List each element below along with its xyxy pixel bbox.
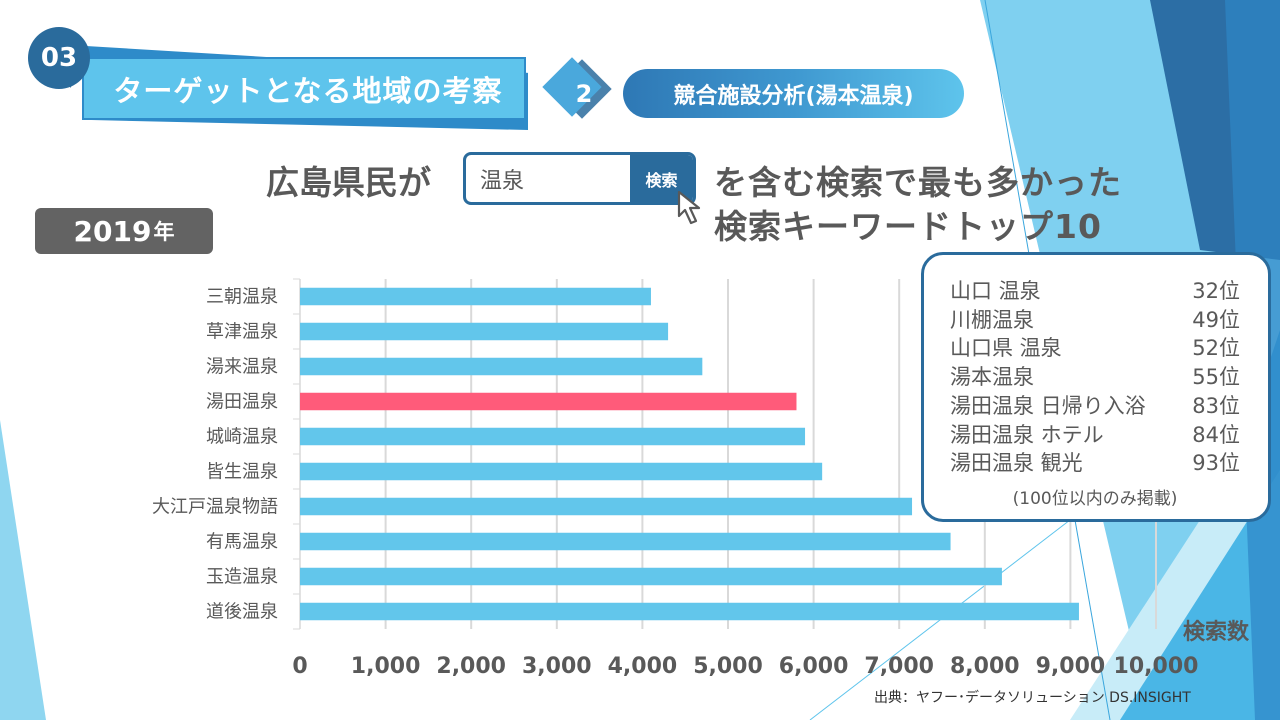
category-label: 城崎温泉 [206, 427, 278, 448]
ranking-rank: 55位 [1192, 365, 1240, 390]
bar [300, 567, 1002, 586]
x-tick-label: 10,000 [1114, 654, 1199, 679]
chart-category-labels: 三朝温泉草津温泉湯来温泉湯田温泉城崎温泉皆生温泉大江戸温泉物語有馬温泉玉造温泉道… [152, 287, 278, 623]
bar [300, 287, 651, 306]
category-label: 草津温泉 [206, 322, 278, 343]
headline-line1: を含む検索で最も多かった [714, 163, 1122, 202]
year-suffix: 年 [153, 220, 175, 244]
subsection-title: 競合施設分析(湯本温泉) [623, 69, 964, 118]
ranking-row: 山口 温泉 32位 [950, 277, 1240, 306]
x-tick-label: 3,000 [522, 654, 592, 679]
bar [300, 322, 669, 341]
category-label: 有馬温泉 [206, 532, 278, 553]
year-value: 2019 [73, 214, 152, 248]
ranking-rank: 32位 [1192, 279, 1240, 303]
x-tick-label: 5,000 [693, 654, 763, 679]
chart-tick-labels: 0 1,000 2,000 3,000 4,000 5,000 6,000 7,000 8,00… [292, 654, 1198, 679]
category-label: 三朝温泉 [206, 287, 278, 308]
cursor-arrow-icon [677, 190, 701, 225]
chart-bars [300, 287, 1079, 621]
ranking-rank: 93位 [1192, 451, 1240, 476]
deco-line [984, 0, 1031, 261]
search-box-illustration: 温泉 検索 [463, 152, 696, 205]
x-tick-label: 6,000 [779, 654, 849, 679]
ranking-keyword: 山口 温泉 [950, 279, 1041, 303]
category-label: 湯田温泉 [206, 392, 278, 413]
bar [300, 427, 806, 446]
category-label: 道後温泉 [206, 602, 278, 623]
ranking-row: 川棚温泉 49位 [950, 306, 1240, 335]
bar [300, 462, 823, 481]
ranking-keyword: 川棚温泉 [950, 307, 1034, 332]
ranking-keyword: 山口県 温泉 [950, 336, 1062, 361]
section-title: ターゲットとなる地域の考察 [113, 73, 503, 108]
left-accent-shape [0, 420, 46, 720]
bar [300, 357, 703, 376]
ranking-note: (100位以内のみ掲載) [1012, 488, 1178, 509]
year-badge: 2019 年 [35, 208, 213, 254]
source-citation: 出典：ヤフー･データソリューション DS.INSIGHT [874, 690, 1191, 706]
bar [300, 532, 951, 551]
category-label: 皆生温泉 [206, 462, 278, 483]
ranking-rank: 49位 [1192, 307, 1240, 332]
category-label: 大江戸温泉物語 [152, 497, 278, 518]
ranking-keyword: 湯田温泉 日帰り入浴 [950, 393, 1146, 418]
headline-line2: 検索キーワードトップ10 [714, 207, 1102, 246]
chart-axis [293, 278, 301, 630]
subsection-number: 2 [575, 80, 593, 108]
ranking-rank: 52位 [1192, 336, 1240, 361]
ranking-row: 山口県 温泉 52位 [950, 334, 1240, 363]
ranking-keyword: 湯本温泉 [950, 365, 1034, 390]
x-tick-label: 2,000 [436, 654, 506, 679]
bar-highlight [300, 392, 797, 411]
x-tick-label: 7,000 [864, 654, 934, 679]
x-tick-label: 1,000 [351, 654, 421, 679]
x-tick-label: 0 [292, 654, 307, 679]
category-label: 玉造温泉 [206, 567, 278, 588]
x-tick-label: 9,000 [1036, 654, 1106, 679]
ranking-row: 湯本温泉 55位 [950, 363, 1240, 392]
ranking-box: 山口 温泉 32位 川棚温泉 49位 山口県 温泉 52位 湯本温泉 55位 湯田温泉 … [921, 252, 1271, 522]
section-number-badge: 03 [28, 27, 90, 89]
ranking-keyword: 湯田温泉 ホテル [950, 422, 1104, 447]
x-axis-label: 検索数 [1183, 620, 1250, 645]
bar [300, 602, 1079, 621]
ranking-rank: 83位 [1192, 393, 1240, 418]
headline-prefix: 広島県民が [266, 163, 431, 202]
deco-line [1074, 519, 1111, 720]
x-tick-label: 8,000 [950, 654, 1020, 679]
ranking-rank: 84位 [1192, 422, 1240, 447]
section-banner: ターゲットとなる地域の考察 [82, 57, 526, 120]
bar [300, 497, 913, 516]
ranking-row: 湯田温泉 観光 93位 [950, 449, 1240, 478]
ranking-row: 湯田温泉 ホテル 84位 [950, 421, 1240, 450]
ranking-keyword: 湯田温泉 観光 [950, 451, 1083, 476]
search-input: 温泉 [480, 168, 525, 194]
ranking-row: 湯田温泉 日帰り入浴 83位 [950, 392, 1240, 421]
right-blue-shape [1120, 470, 1280, 720]
x-tick-label: 4,000 [608, 654, 678, 679]
category-label: 湯来温泉 [206, 357, 278, 378]
